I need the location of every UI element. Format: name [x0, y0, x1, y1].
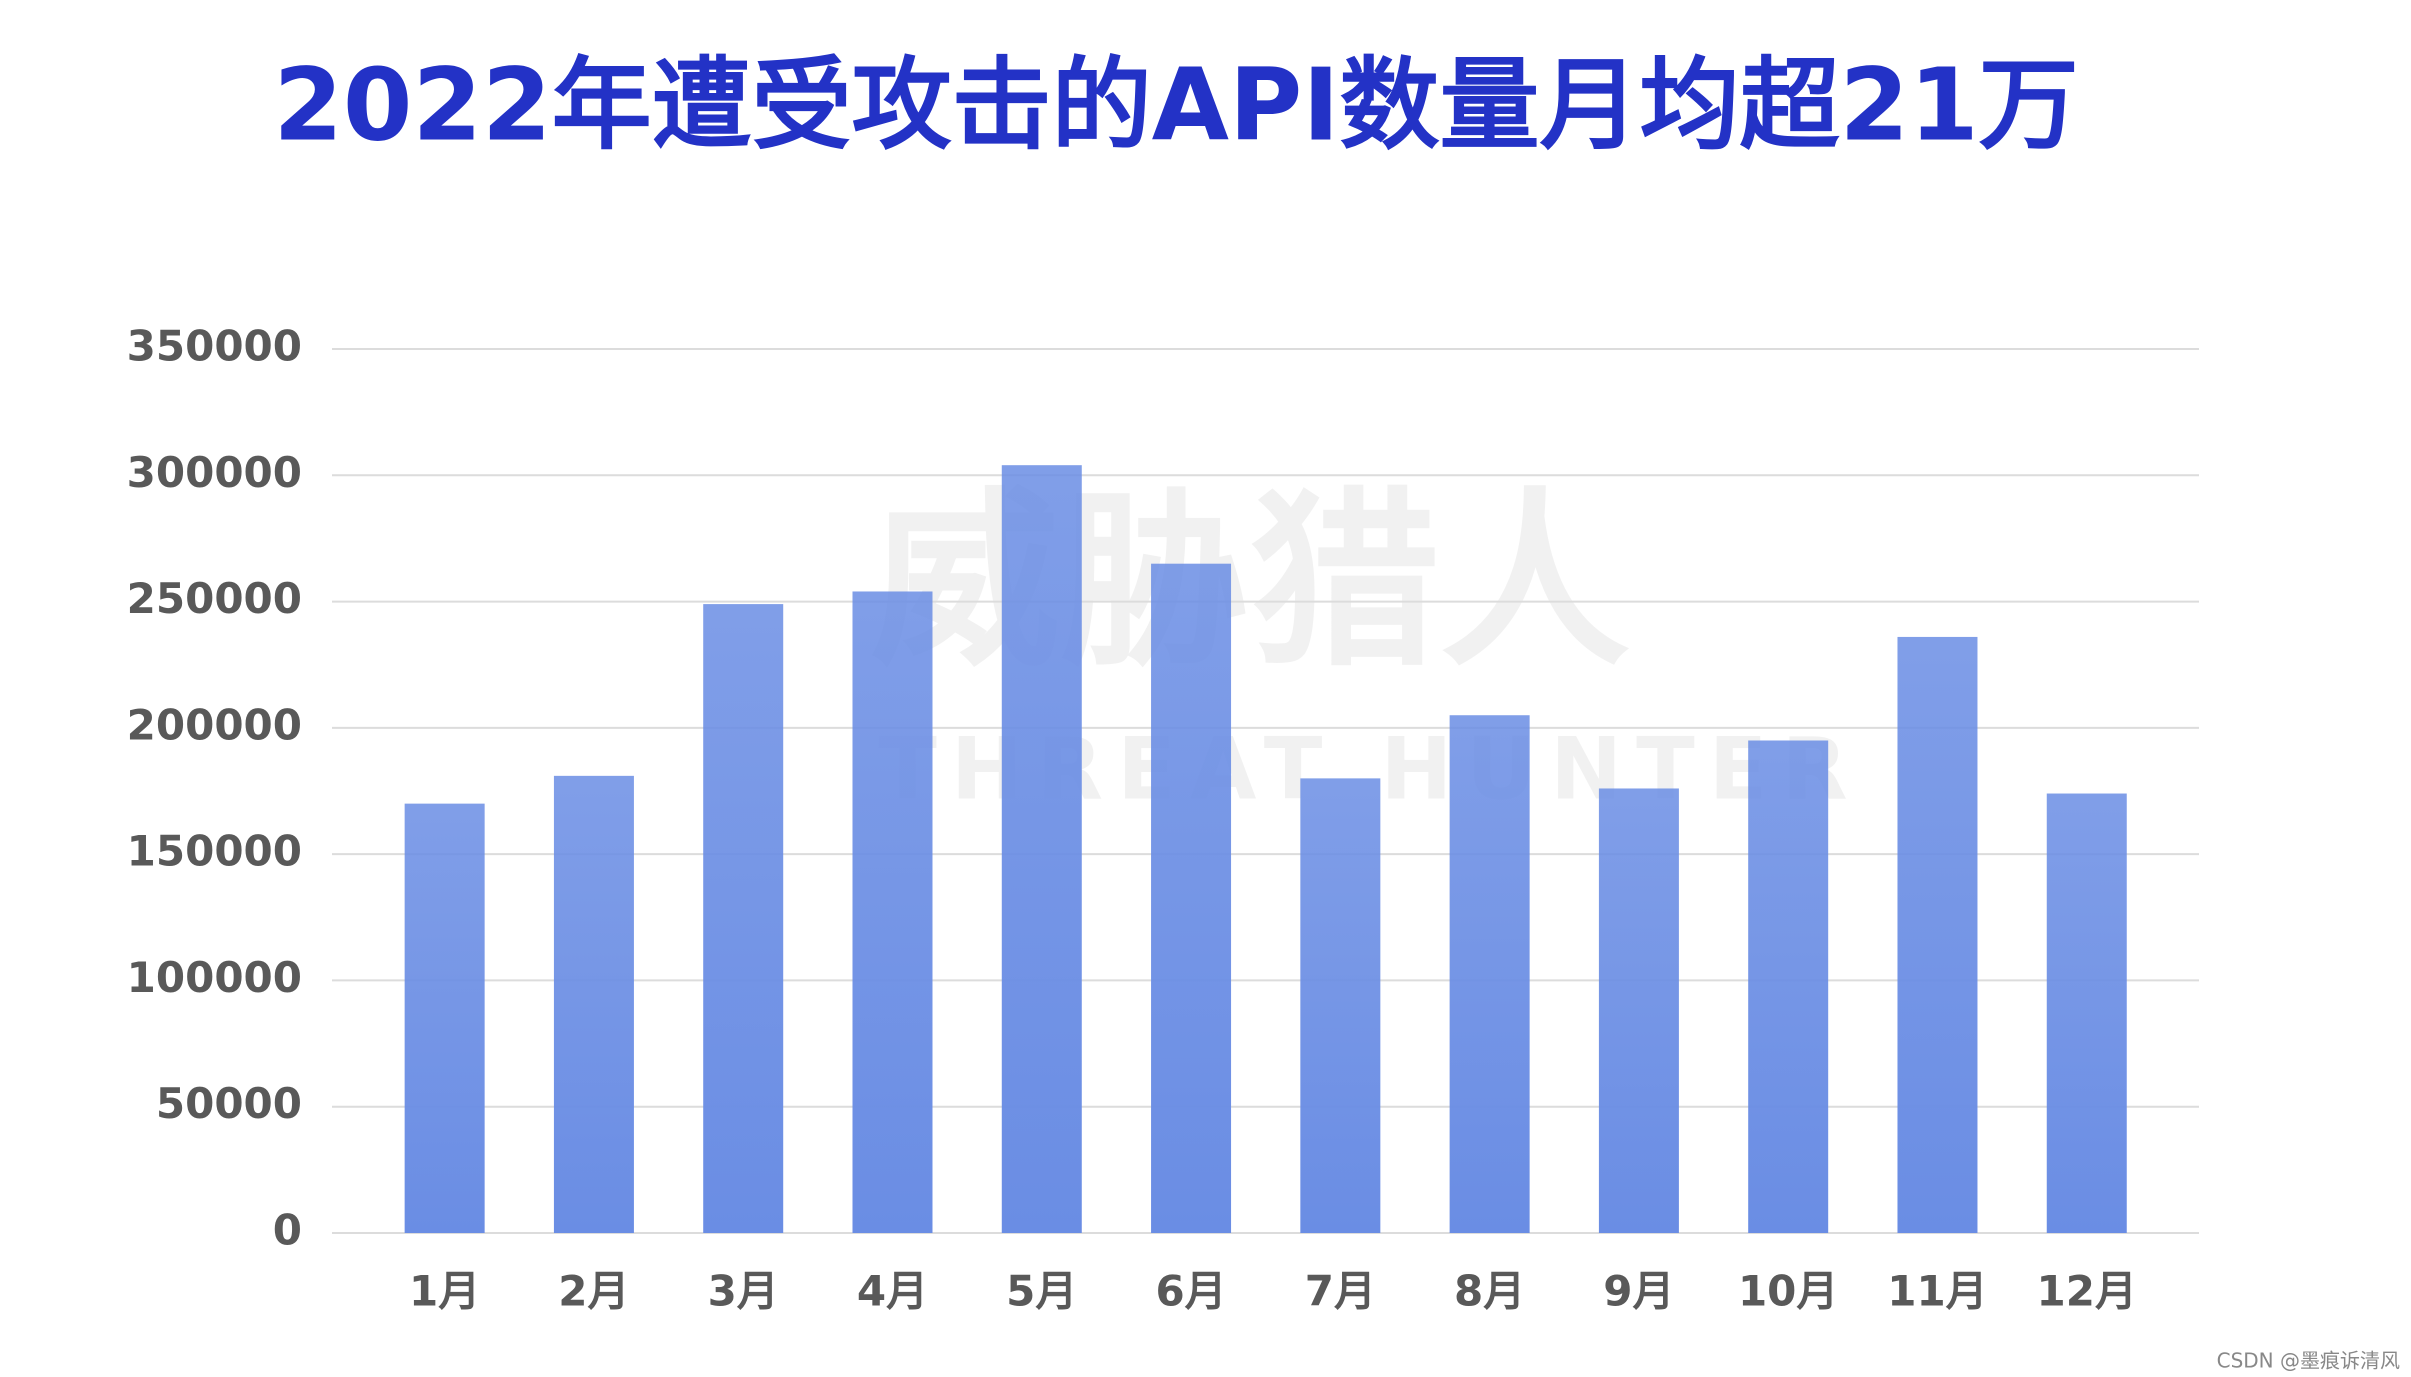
y-tick-label: 150000: [127, 827, 302, 876]
y-tick-label: 100000: [127, 953, 302, 1002]
footer: CSDN @墨痕诉清风: [2217, 1349, 2400, 1373]
x-tick-label: 3月: [708, 1267, 779, 1316]
x-tick-label: 12月: [2037, 1267, 2137, 1316]
bar: [1748, 740, 1829, 1233]
bar: [1897, 636, 1978, 1233]
bar: [1001, 465, 1082, 1233]
x-tick-label: 6月: [1155, 1267, 1226, 1316]
y-tick-label: 50000: [156, 1079, 302, 1128]
y-tick-label: 350000: [127, 322, 302, 371]
bar: [1449, 715, 1530, 1233]
x-tick-label: 9月: [1603, 1267, 1674, 1316]
x-tick-label: 4月: [857, 1267, 928, 1316]
x-tick-label: 2月: [558, 1267, 629, 1316]
bar: [404, 803, 485, 1233]
x-tick-label: 10月: [1738, 1267, 1838, 1316]
x-tick-label: 1月: [409, 1267, 480, 1316]
x-tick-label: 11月: [1887, 1267, 1987, 1316]
bar: [1300, 778, 1381, 1233]
y-tick-label: 250000: [127, 574, 302, 623]
x-tick-label: 5月: [1006, 1267, 1077, 1316]
y-tick-label: 0: [273, 1206, 302, 1255]
bar: [1598, 788, 1679, 1233]
bar: [2046, 793, 2127, 1233]
bar: [1151, 563, 1232, 1233]
bar: [553, 775, 634, 1233]
bar: [703, 604, 784, 1233]
y-tick-label: 300000: [127, 448, 302, 497]
y-tick-label: 200000: [127, 700, 302, 749]
bar: [852, 591, 933, 1233]
chart-title: 2022年遭受攻击的API数量月均超21万: [273, 46, 2078, 163]
x-tick-label: 7月: [1305, 1267, 1376, 1316]
watermark: 威胁猎人: [870, 471, 1630, 692]
x-tick-label: 8月: [1454, 1267, 1525, 1316]
